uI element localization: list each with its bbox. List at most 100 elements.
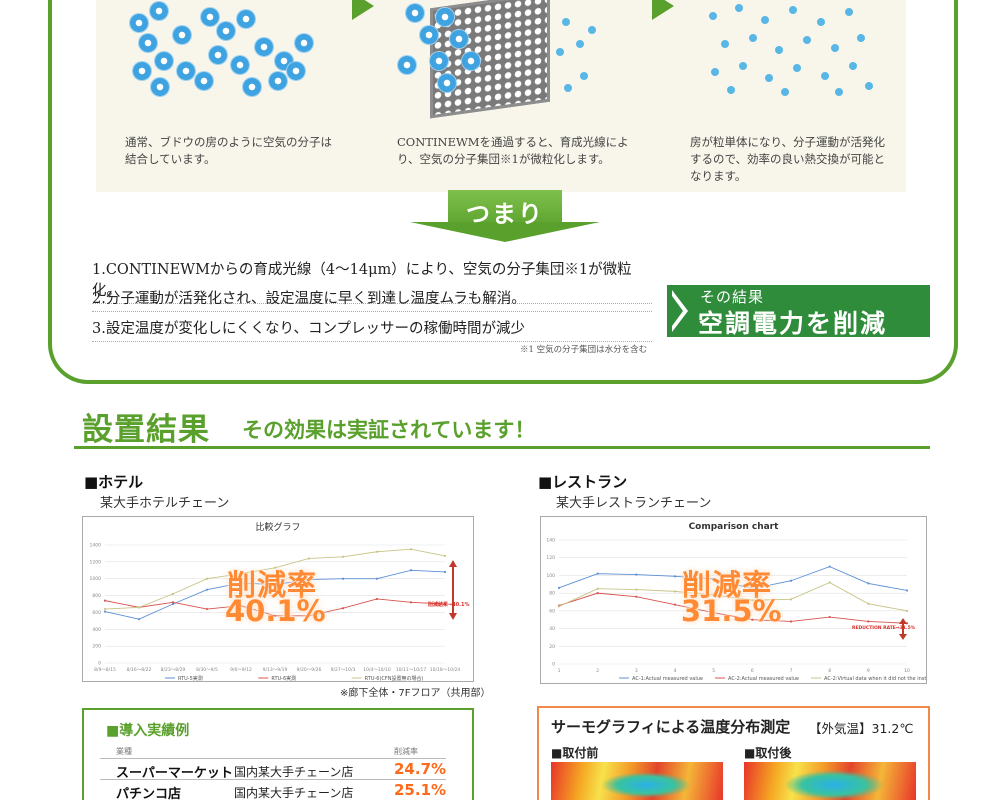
summary-arrow-head-icon: [410, 222, 600, 242]
result-caption: その結果: [700, 288, 765, 306]
summary-label: つまり: [466, 200, 544, 228]
x-tick-label: 9/13〜9/19: [263, 667, 288, 673]
data-point: [673, 603, 677, 606]
point-1: 1.CONTINEWMからの育成光線（4〜14μm）により、空気の分子集団※1が…: [92, 258, 652, 304]
clustered-molecules-illustration: [125, 0, 315, 100]
x-tick-label: 8/9〜8/15: [94, 667, 116, 673]
data-point: [789, 598, 793, 601]
legend-label: AC-2:Actual measured value: [728, 676, 799, 682]
hotel-rate-value: 40.1%: [225, 594, 326, 628]
hotel-client: 某大手ホテルチェーン: [100, 496, 230, 511]
data-point: [867, 582, 870, 585]
data-point: [171, 592, 175, 595]
x-tick-label: 4: [674, 668, 677, 674]
legend-label: AC-1:Actual measured value: [632, 676, 703, 682]
records-box: [82, 708, 474, 800]
data-point: [103, 610, 107, 613]
y-tick-label: 0: [98, 661, 101, 667]
x-tick-label: 9/6〜9/12: [230, 667, 252, 673]
data-point: [712, 593, 715, 597]
y-tick-label: 1400: [90, 543, 102, 549]
data-point: [867, 620, 870, 623]
y-tick-label: 20: [549, 644, 555, 650]
x-tick-label: 10: [904, 668, 910, 674]
x-tick-label: 10/11〜10/17: [396, 667, 427, 673]
data-point: [341, 577, 345, 580]
hotel-note: ※廊下全体・7Fフロア（共用部）: [340, 688, 491, 699]
hotel-category: ■ホテル: [84, 473, 144, 491]
y-tick-label: 200: [92, 644, 101, 650]
thermo-before-label: ■取付前: [551, 746, 599, 760]
data-point: [828, 565, 831, 568]
data-point: [273, 614, 277, 617]
data-point: [341, 607, 345, 610]
series-line: [558, 592, 908, 624]
restaurant-annotation: REDUCTION RATE⇒31.5%: [852, 626, 916, 631]
data-point: [375, 597, 379, 601]
record-rate: 24.7%: [394, 760, 447, 778]
x-tick-label: 10/18〜10/24: [430, 667, 461, 673]
dispersed-molecules-illustration: [705, 0, 875, 100]
thermo-after-label: ■取付後: [744, 746, 792, 760]
data-point: [905, 589, 909, 592]
restaurant-chart-title: Comparison chart: [688, 522, 779, 532]
step1-description: 通常、ブドウの房のように空気の分子は結合しています。: [125, 135, 332, 166]
data-point: [596, 587, 599, 590]
thermography-box: [537, 706, 930, 800]
data-point: [375, 577, 379, 580]
data-point: [789, 579, 793, 582]
data-point: [239, 572, 243, 575]
x-tick-label: 2: [596, 668, 599, 674]
x-tick-label: 7: [790, 668, 793, 674]
data-point: [635, 595, 638, 598]
record-name: パチンコ店: [116, 787, 182, 800]
data-point: [751, 587, 754, 590]
y-tick-label: 40: [549, 626, 555, 632]
step2-description: CONTINEWMを通過すると、育成光線により、空気の分子集団※1が微粒化します…: [397, 135, 629, 166]
data-point: [443, 554, 447, 558]
result-headline: 空調電力を削減: [698, 309, 888, 338]
record-name: スーパーマーケット: [116, 766, 233, 781]
data-point: [443, 570, 447, 574]
restaurant-category: ■レストラン: [538, 473, 628, 491]
records-title: ■導入実績例: [106, 723, 190, 739]
data-point: [635, 573, 638, 576]
data-point: [375, 550, 379, 553]
restaurant-rate-value: 31.5%: [681, 594, 782, 628]
thermo-before-image: [551, 762, 723, 800]
data-point: [828, 581, 831, 584]
data-point: [273, 566, 277, 569]
data-point: [867, 602, 870, 605]
legend-label: RTU-6(CFN設置無の場合): [365, 675, 424, 682]
thermography-title: サーモグラフィによる温度分布測定: [551, 718, 791, 736]
x-tick-label: 9/27〜10/3: [331, 667, 356, 673]
records-header-type: 業種: [116, 747, 132, 756]
data-point: [341, 555, 345, 558]
data-point: [307, 557, 311, 560]
y-tick-label: 120: [546, 555, 555, 561]
point-3: 3.設定温度が変化しにくくなり、コンプレッサーの稼働時間が減少: [92, 317, 652, 342]
data-point: [239, 604, 243, 607]
data-point: [596, 572, 599, 575]
series-line: [558, 566, 908, 591]
data-point: [596, 592, 599, 595]
x-tick-label: 10/4〜10/10: [363, 667, 391, 673]
data-point: [171, 601, 175, 604]
x-tick-label: 8/30〜9/5: [196, 667, 218, 673]
x-tick-label: 8/23〜8/29: [161, 667, 186, 673]
x-tick-label: 9: [867, 668, 870, 674]
x-tick-label: 5: [712, 668, 715, 674]
y-tick-label: 400: [92, 627, 101, 633]
section-subtitle: その効果は実証されています！: [242, 418, 536, 442]
data-point: [905, 609, 909, 612]
data-point: [751, 599, 754, 602]
y-tick-label: 800: [92, 593, 101, 599]
y-tick-label: 600: [92, 610, 101, 616]
point-2: 2.分子運動が活発化され、設定温度に早く到達し温度ムラも解消。: [92, 287, 652, 312]
data-point: [712, 577, 715, 581]
data-point: [789, 620, 793, 623]
data-point: [828, 615, 831, 619]
data-point: [635, 588, 638, 591]
data-point: [103, 607, 107, 611]
data-point: [273, 583, 277, 586]
